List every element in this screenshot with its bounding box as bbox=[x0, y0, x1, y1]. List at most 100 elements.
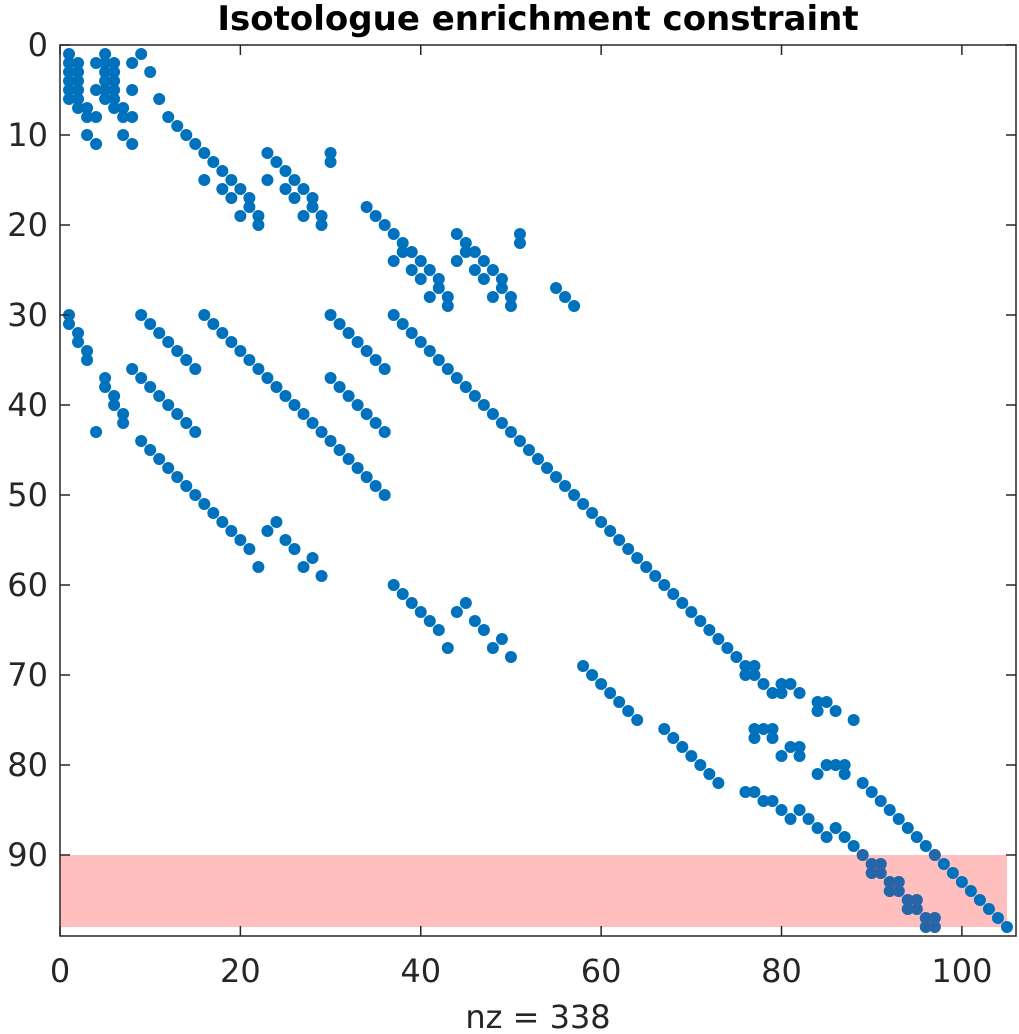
data-point bbox=[108, 75, 121, 87]
data-point bbox=[63, 48, 76, 60]
data-point bbox=[1000, 921, 1013, 933]
data-point bbox=[937, 858, 950, 870]
data-points bbox=[63, 48, 1013, 933]
data-point bbox=[378, 363, 391, 375]
data-point bbox=[99, 57, 112, 69]
data-point bbox=[775, 678, 788, 690]
data-point bbox=[90, 138, 103, 150]
data-point bbox=[207, 318, 220, 330]
data-point bbox=[387, 579, 400, 591]
data-point bbox=[252, 561, 265, 573]
data-point-overlap bbox=[910, 903, 923, 915]
data-point bbox=[342, 390, 355, 402]
data-point bbox=[144, 444, 157, 456]
data-point bbox=[703, 624, 716, 636]
data-point bbox=[775, 750, 788, 762]
data-point bbox=[405, 264, 418, 276]
data-point bbox=[793, 741, 806, 753]
data-point bbox=[99, 75, 112, 87]
data-point bbox=[72, 327, 85, 339]
data-point bbox=[568, 300, 581, 312]
x-tick-label: 80 bbox=[761, 952, 802, 990]
data-point bbox=[766, 723, 779, 735]
data-point bbox=[712, 633, 725, 645]
data-point bbox=[279, 165, 292, 177]
data-point bbox=[901, 822, 914, 834]
data-point-overlap bbox=[883, 885, 896, 897]
data-point bbox=[757, 678, 770, 690]
data-point bbox=[72, 102, 85, 114]
data-point bbox=[90, 426, 103, 438]
data-point bbox=[423, 291, 436, 303]
data-point bbox=[955, 876, 968, 888]
data-point bbox=[261, 174, 274, 186]
data-point bbox=[604, 525, 617, 537]
data-point bbox=[513, 228, 526, 240]
y-tick-label: 20 bbox=[7, 206, 48, 244]
data-point bbox=[613, 696, 626, 708]
data-point bbox=[99, 66, 112, 78]
data-point bbox=[162, 336, 175, 348]
data-point bbox=[775, 804, 788, 816]
data-point bbox=[171, 345, 184, 357]
data-point bbox=[586, 507, 599, 519]
data-point bbox=[288, 174, 301, 186]
data-point bbox=[369, 480, 382, 492]
y-tick-label: 60 bbox=[7, 566, 48, 604]
data-point bbox=[784, 678, 797, 690]
highlight-band bbox=[60, 855, 1007, 927]
data-point bbox=[252, 219, 265, 231]
data-point bbox=[225, 174, 238, 186]
data-point bbox=[288, 543, 301, 555]
data-point bbox=[99, 84, 112, 96]
data-point bbox=[63, 75, 76, 87]
data-point bbox=[712, 777, 725, 789]
data-point bbox=[775, 687, 788, 699]
y-tick-label: 90 bbox=[7, 836, 48, 874]
data-point bbox=[90, 57, 103, 69]
data-point bbox=[261, 525, 274, 537]
data-point bbox=[432, 624, 445, 636]
data-point bbox=[432, 273, 445, 285]
data-point bbox=[387, 255, 400, 267]
data-point bbox=[252, 363, 265, 375]
data-point bbox=[243, 192, 256, 204]
data-point bbox=[144, 381, 157, 393]
data-point bbox=[649, 570, 662, 582]
data-point bbox=[495, 282, 508, 294]
data-point bbox=[189, 426, 202, 438]
data-point bbox=[387, 309, 400, 321]
data-point-overlap bbox=[865, 867, 878, 879]
data-point bbox=[234, 534, 247, 546]
data-point bbox=[550, 471, 563, 483]
data-point bbox=[667, 732, 680, 744]
data-point-overlap bbox=[874, 867, 887, 879]
data-point bbox=[739, 786, 752, 798]
data-point bbox=[784, 813, 797, 825]
data-point-overlap bbox=[928, 921, 941, 933]
data-point bbox=[910, 831, 923, 843]
data-point-overlap bbox=[892, 885, 905, 897]
data-point bbox=[324, 156, 337, 168]
data-point bbox=[99, 48, 112, 60]
data-point bbox=[324, 372, 337, 384]
data-point bbox=[360, 408, 373, 420]
data-point bbox=[108, 66, 121, 78]
data-point bbox=[198, 309, 211, 321]
data-point bbox=[117, 111, 130, 123]
data-point bbox=[757, 795, 770, 807]
data-point bbox=[595, 678, 608, 690]
data-point bbox=[153, 453, 166, 465]
data-point bbox=[919, 840, 932, 852]
x-tick-label: 40 bbox=[400, 952, 441, 990]
data-point bbox=[243, 201, 256, 213]
data-point bbox=[504, 426, 517, 438]
data-point bbox=[279, 534, 292, 546]
data-point bbox=[414, 273, 427, 285]
data-point bbox=[225, 192, 238, 204]
x-tick-label: 60 bbox=[581, 952, 622, 990]
data-point bbox=[180, 354, 193, 366]
data-point bbox=[81, 111, 94, 123]
data-point bbox=[522, 444, 535, 456]
data-point-overlap bbox=[856, 849, 869, 861]
